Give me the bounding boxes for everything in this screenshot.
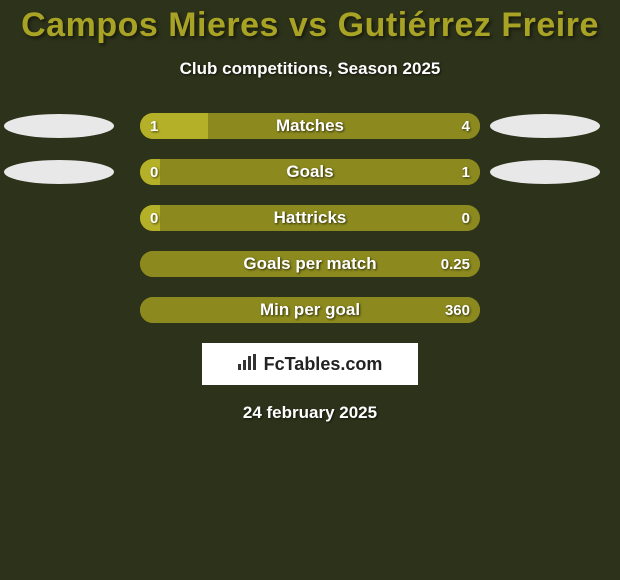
right-ellipse — [490, 114, 600, 138]
value-right: 0.25 — [441, 251, 470, 277]
value-right: 0 — [462, 205, 470, 231]
bar-right — [140, 297, 480, 323]
stat-row: 360Min per goal — [0, 297, 620, 323]
stat-row: 0 0Hattricks — [0, 205, 620, 231]
bar-right — [208, 113, 480, 139]
bar-track: 360Min per goal — [140, 297, 480, 323]
value-left: 0 — [150, 205, 158, 231]
logo-text: FcTables.com — [264, 354, 383, 375]
value-right: 1 — [462, 159, 470, 185]
bar-right — [160, 159, 480, 185]
bar-track: 14Matches — [140, 113, 480, 139]
left-ellipse — [4, 114, 114, 138]
subtitle: Club competitions, Season 2025 — [0, 59, 620, 79]
bar-track: 0 0Hattricks — [140, 205, 480, 231]
value-right: 360 — [445, 297, 470, 323]
bars-icon — [238, 354, 258, 375]
value-left: 0 — [150, 159, 158, 185]
value-right: 4 — [462, 113, 470, 139]
bar-track: 01Goals — [140, 159, 480, 185]
page-title: Campos Mieres vs Gutiérrez Freire — [0, 0, 620, 45]
comparison-chart: 14Matches01Goals00Hattricks0.25Goals per… — [0, 113, 620, 323]
bar-track: 0.25Goals per match — [140, 251, 480, 277]
stat-row: 0.25Goals per match — [0, 251, 620, 277]
bar-label: Hattricks — [140, 205, 480, 231]
logo-box: FcTables.com — [202, 343, 418, 385]
value-left: 1 — [150, 113, 158, 139]
right-ellipse — [490, 160, 600, 184]
bar-right — [140, 251, 480, 277]
left-ellipse — [4, 160, 114, 184]
stat-row: 01Goals — [0, 159, 620, 185]
stat-row: 14Matches — [0, 113, 620, 139]
date-label: 24 february 2025 — [0, 403, 620, 423]
